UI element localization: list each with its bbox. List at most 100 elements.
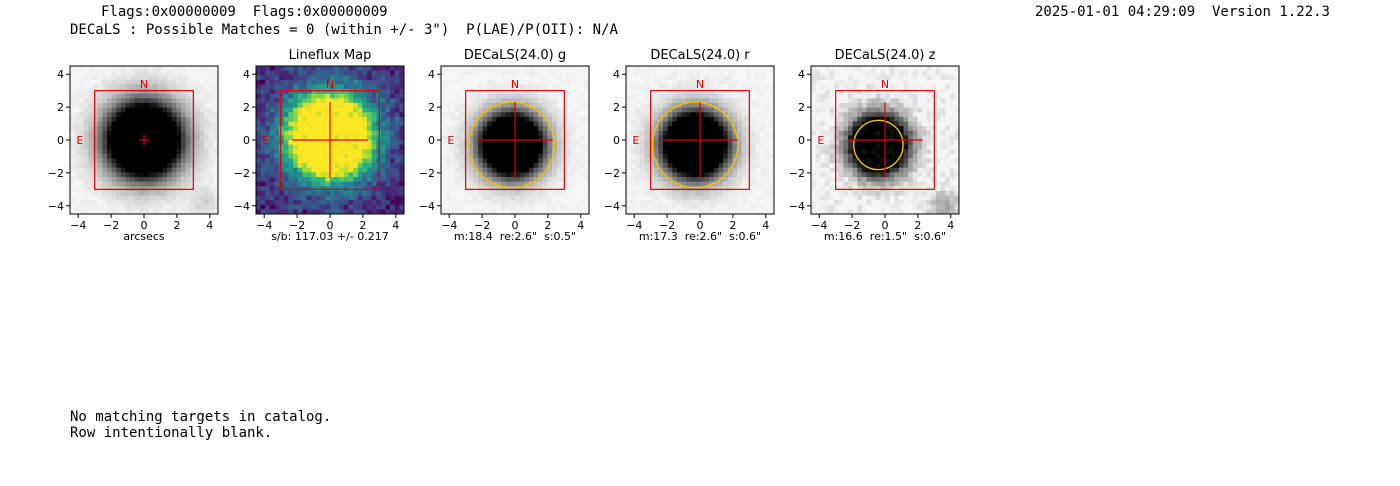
image-pixel (741, 89, 747, 95)
image-pixel (811, 153, 817, 159)
image-pixel (584, 172, 590, 178)
image-pixel (371, 79, 377, 85)
image-pixel (204, 177, 210, 183)
image-pixel (162, 181, 168, 187)
image-pixel (88, 89, 94, 95)
image-pixel (362, 153, 368, 159)
image-pixel (464, 98, 470, 104)
image-pixel (524, 172, 530, 178)
image-pixel (547, 209, 553, 215)
image-pixel (579, 135, 585, 141)
image-pixel (723, 89, 729, 95)
image-pixel (510, 200, 516, 206)
image-pixel (297, 84, 303, 90)
image-pixel (857, 75, 863, 81)
image-pixel (755, 84, 761, 90)
image-pixel (256, 149, 262, 155)
image-pixel (764, 103, 770, 109)
image-pixel (644, 79, 650, 85)
image-pixel (330, 190, 336, 196)
image-pixel (482, 75, 488, 81)
image-pixel (83, 190, 89, 196)
image-pixel (926, 172, 932, 178)
image-pixel (74, 181, 80, 187)
image-pixel (325, 66, 331, 72)
image-pixel (269, 66, 275, 72)
image-pixel (889, 116, 895, 122)
image-pixel (727, 84, 733, 90)
image-pixel (348, 89, 354, 95)
image-pixel (552, 66, 558, 72)
image-pixel (848, 107, 854, 113)
image-pixel (343, 130, 349, 136)
image-pixel (367, 116, 373, 122)
image-pixel (741, 149, 747, 155)
image-pixel (709, 135, 715, 141)
image-pixel (274, 177, 280, 183)
image-pixel (473, 204, 479, 210)
image-pixel (885, 140, 891, 146)
image-pixel (912, 107, 918, 113)
image-pixel (501, 75, 507, 81)
image-pixel (491, 195, 497, 201)
image-pixel (501, 130, 507, 136)
image-pixel (162, 135, 168, 141)
image-pixel (199, 70, 205, 76)
image-pixel (93, 153, 99, 159)
image-pixel (649, 158, 655, 164)
image-pixel (709, 70, 715, 76)
image-pixel (769, 70, 775, 76)
image-pixel (288, 93, 294, 99)
y-tick-label: 4 (613, 68, 620, 81)
image-pixel (644, 112, 650, 118)
image-pixel (704, 177, 710, 183)
image-pixel (367, 200, 373, 206)
image-pixel (311, 107, 317, 113)
image-pixel (686, 84, 692, 90)
image-pixel (353, 112, 359, 118)
image-pixel (565, 66, 571, 72)
image-pixel (663, 204, 669, 210)
image-pixel (468, 204, 474, 210)
image-pixel (125, 89, 131, 95)
image-pixel (940, 89, 946, 95)
image-pixel (852, 126, 858, 132)
image-pixel (889, 98, 895, 104)
image-pixel (482, 144, 488, 150)
image-pixel (394, 204, 400, 210)
image-pixel (538, 163, 544, 169)
image-pixel (491, 163, 497, 169)
image-pixel (917, 98, 923, 104)
image-pixel (265, 153, 271, 159)
image-pixel (181, 140, 187, 146)
image-pixel (542, 167, 548, 173)
image-pixel (852, 144, 858, 150)
image-pixel (157, 140, 163, 146)
image-pixel (630, 107, 636, 113)
image-pixel (269, 181, 275, 187)
image-pixel (510, 153, 516, 159)
image-pixel (727, 70, 733, 76)
image-pixel (727, 144, 733, 150)
image-pixel (343, 195, 349, 201)
image-pixel (533, 130, 539, 136)
image-pixel (935, 84, 941, 90)
image-pixel (102, 130, 108, 136)
image-pixel (316, 163, 322, 169)
image-pixel (672, 107, 678, 113)
image-pixel (357, 116, 363, 122)
image-pixel (385, 79, 391, 85)
image-pixel (681, 93, 687, 99)
image-pixel (528, 167, 534, 173)
image-pixel (390, 135, 396, 141)
image-pixel (153, 66, 159, 72)
image-pixel (181, 121, 187, 127)
image-pixel (491, 172, 497, 178)
image-pixel (630, 158, 636, 164)
y-tick-label: 4 (57, 68, 64, 81)
image-pixel (88, 121, 94, 127)
image-pixel (107, 195, 113, 201)
image-pixel (394, 66, 400, 72)
image-pixel (148, 172, 154, 178)
image-pixel (464, 130, 470, 136)
